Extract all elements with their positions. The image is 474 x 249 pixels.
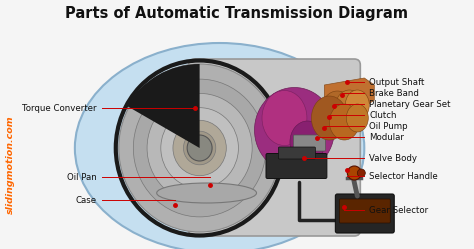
Ellipse shape	[147, 93, 252, 203]
Ellipse shape	[173, 120, 226, 176]
Text: Planetary Gear Set: Planetary Gear Set	[369, 100, 451, 109]
Ellipse shape	[161, 108, 238, 188]
Ellipse shape	[133, 79, 266, 217]
Ellipse shape	[346, 90, 369, 120]
Ellipse shape	[321, 91, 353, 129]
Ellipse shape	[119, 64, 281, 232]
FancyBboxPatch shape	[278, 147, 315, 159]
Ellipse shape	[311, 96, 347, 140]
Circle shape	[357, 169, 365, 177]
Text: Parts of Automatic Transmission Diagram: Parts of Automatic Transmission Diagram	[65, 5, 408, 20]
Ellipse shape	[187, 135, 212, 161]
Text: Brake Band: Brake Band	[369, 88, 419, 98]
Text: Gear Selector: Gear Selector	[369, 205, 428, 214]
Text: Torque Converter: Torque Converter	[22, 104, 97, 113]
Ellipse shape	[346, 104, 368, 132]
Ellipse shape	[262, 90, 307, 145]
Text: Selector Handle: Selector Handle	[369, 172, 438, 181]
Polygon shape	[324, 78, 374, 112]
FancyBboxPatch shape	[266, 153, 327, 179]
Text: Oil Pan: Oil Pan	[67, 173, 97, 182]
FancyBboxPatch shape	[189, 59, 360, 236]
Text: Valve Body: Valve Body	[369, 153, 417, 163]
Ellipse shape	[255, 87, 334, 173]
Ellipse shape	[183, 131, 216, 165]
Text: slidingmotion.com: slidingmotion.com	[159, 166, 290, 179]
Wedge shape	[127, 64, 200, 148]
Text: Oil Pump: Oil Pump	[369, 122, 408, 130]
FancyBboxPatch shape	[336, 194, 394, 233]
Text: slidingmotion.com: slidingmotion.com	[6, 116, 15, 214]
Circle shape	[347, 166, 361, 180]
Text: Modular: Modular	[369, 132, 404, 141]
FancyBboxPatch shape	[339, 199, 390, 223]
Text: Case: Case	[76, 195, 97, 204]
Ellipse shape	[157, 183, 256, 203]
Text: Clutch: Clutch	[369, 111, 397, 120]
Ellipse shape	[290, 121, 325, 163]
Ellipse shape	[75, 43, 365, 249]
Ellipse shape	[336, 90, 363, 124]
Ellipse shape	[329, 104, 359, 140]
Text: Output Shaft: Output Shaft	[369, 77, 425, 86]
FancyBboxPatch shape	[293, 135, 325, 151]
